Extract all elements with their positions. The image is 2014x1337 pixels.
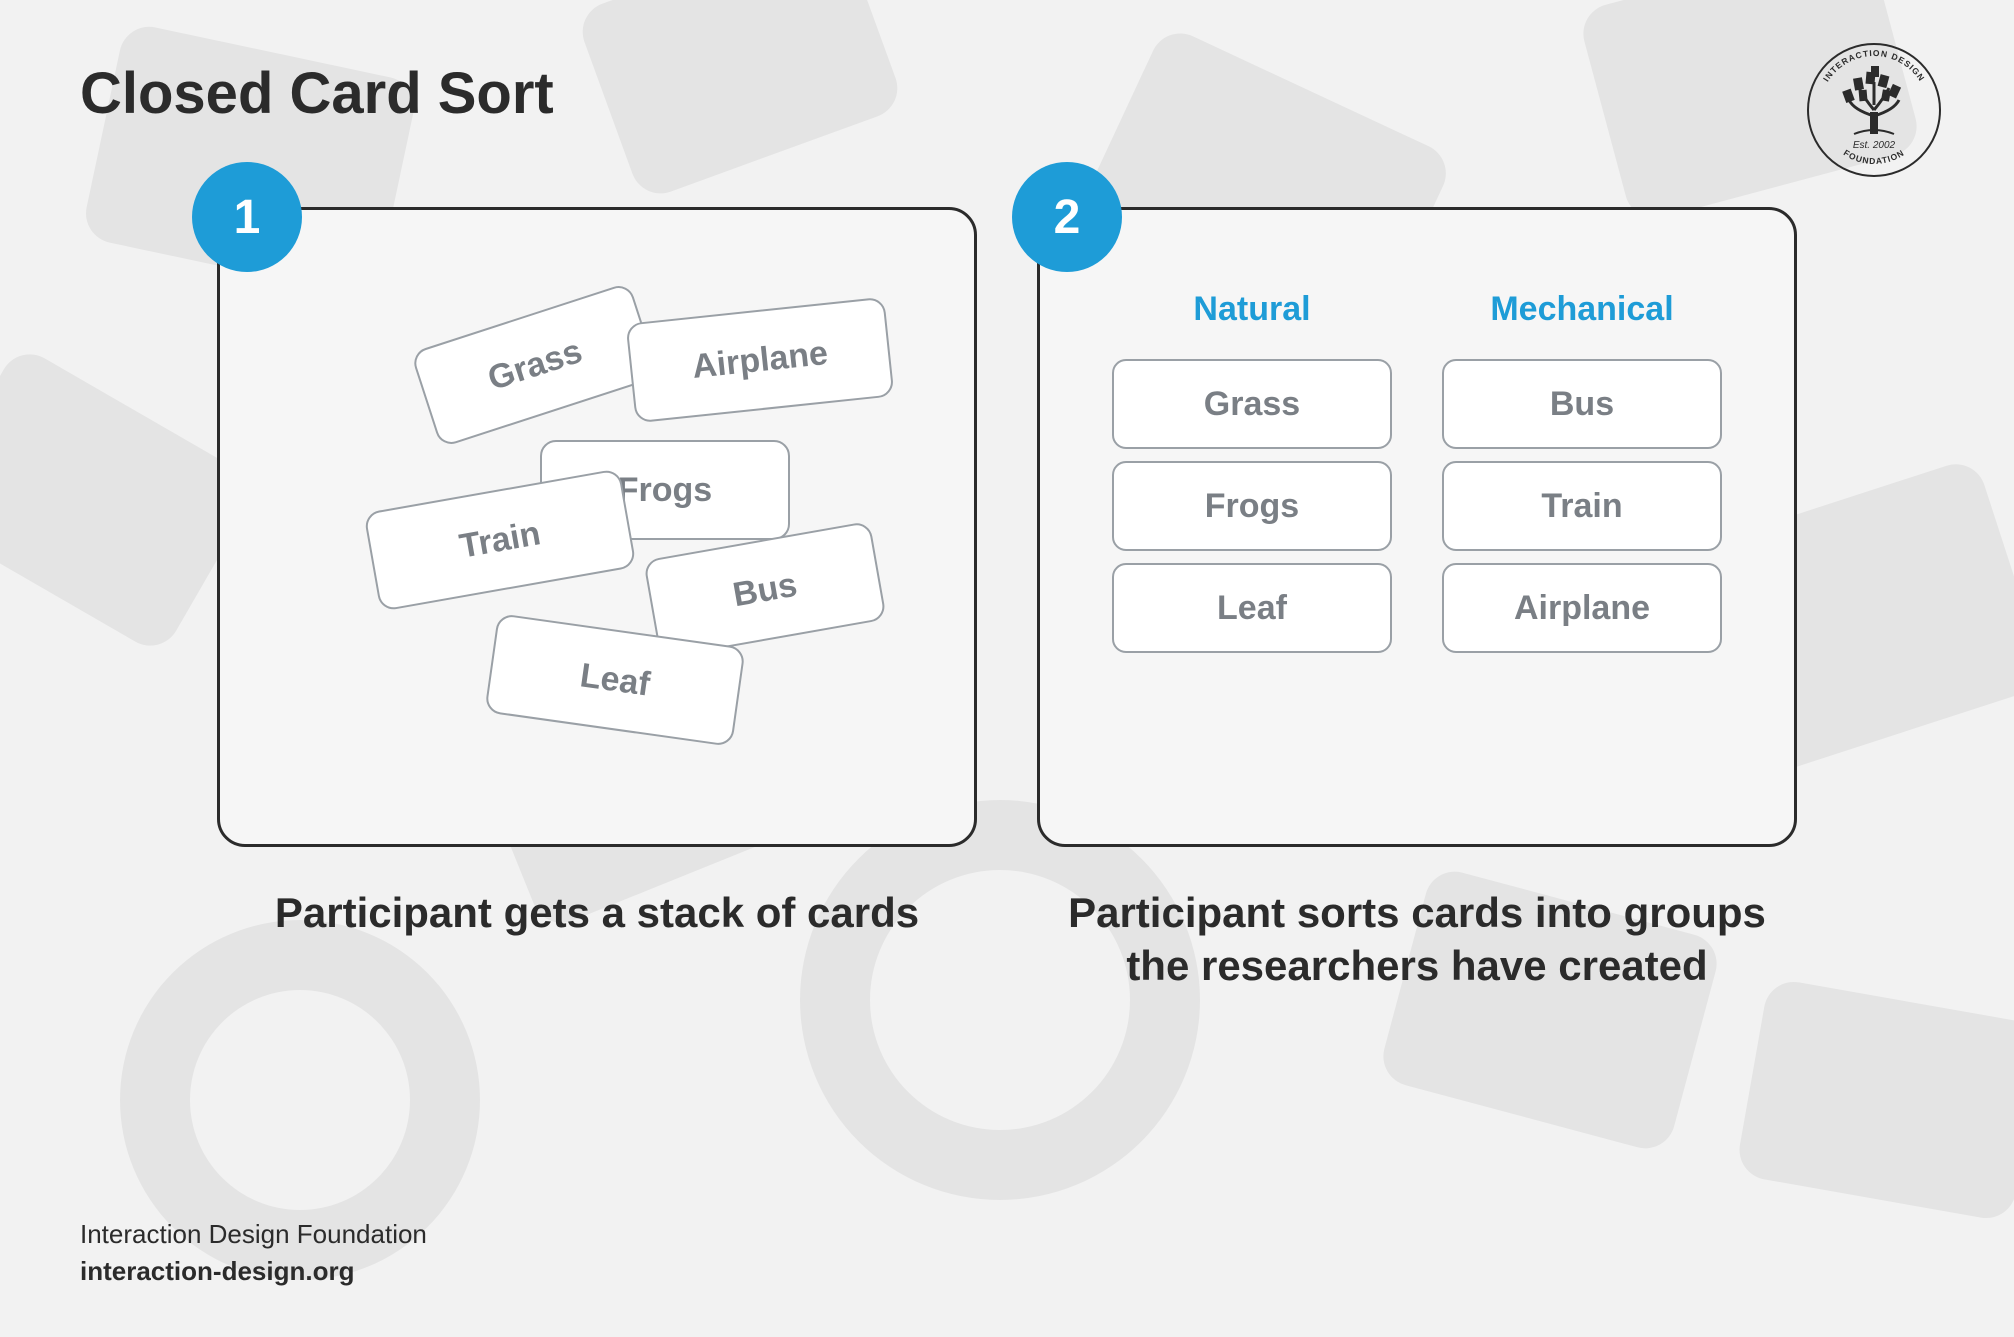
panel-2: 2 NaturalGrassFrogsLeafMechanicalBusTrai… [1037, 207, 1797, 847]
panel-1-caption: Participant gets a stack of cards [275, 887, 919, 940]
step-badge-1: 1 [192, 162, 302, 272]
scatter-card: Train [363, 468, 636, 612]
footer-url: interaction-design.org [80, 1256, 427, 1287]
groups-container: Natural Grass Frogs Leaf Mechanical Bus Train A… [1040, 210, 1794, 665]
group-card: Bus [1442, 359, 1722, 449]
idf-logo: INTERACTION DESIGN FOUNDATION [1804, 40, 1944, 180]
group-column: Natural Grass Frogs Leaf [1112, 290, 1392, 665]
scatter-card: Airplane [625, 297, 894, 424]
panel-1-wrap: 1 GrassAirplaneFrogsTrainBusLeaf Partici… [217, 207, 977, 992]
group-title: Mechanical [1490, 290, 1673, 329]
group-card: Frogs [1112, 461, 1392, 551]
panel-1: 1 GrassAirplaneFrogsTrainBusLeaf [217, 207, 977, 847]
panel-2-wrap: 2 NaturalGrassFrogsLeafMechanicalBusTrai… [1037, 207, 1797, 992]
group-card: Airplane [1442, 563, 1722, 653]
panel-2-caption: Participant sorts cards into groups the … [1037, 887, 1797, 992]
group-column: Mechanical Bus Train Airplane [1442, 290, 1722, 665]
page: Closed Card Sort INTERACTION DESIGN FOUN… [0, 0, 2014, 1332]
footer-org: Interaction Design Foundation [80, 1219, 427, 1250]
group-card: Leaf [1112, 563, 1392, 653]
group-card: Grass [1112, 359, 1392, 449]
footer: Interaction Design Foundation interactio… [80, 1219, 427, 1287]
page-title: Closed Card Sort [80, 60, 1934, 127]
svg-text:Est. 2002: Est. 2002 [1853, 140, 1896, 151]
group-card: Train [1442, 461, 1722, 551]
panels-row: 1 GrassAirplaneFrogsTrainBusLeaf Partici… [80, 207, 1934, 992]
scatter-area: GrassAirplaneFrogsTrainBusLeaf [220, 210, 974, 844]
scatter-card: Grass [410, 282, 660, 448]
group-title: Natural [1193, 290, 1310, 329]
step-badge-2: 2 [1012, 162, 1122, 272]
